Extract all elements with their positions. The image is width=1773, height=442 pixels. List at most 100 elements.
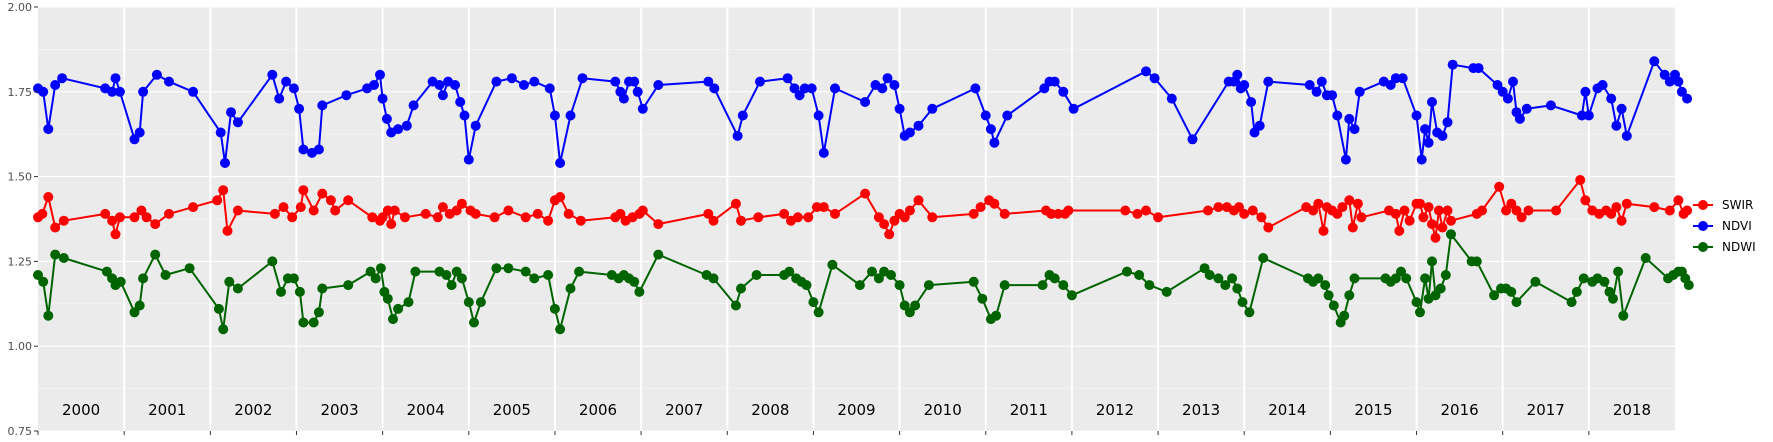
data-point-ndwi bbox=[899, 300, 910, 311]
y-tick-label: 0.75 bbox=[8, 425, 33, 438]
data-point-ndvi bbox=[129, 134, 140, 145]
data-point-ndwi bbox=[1608, 293, 1618, 304]
data-point-ndwi bbox=[730, 300, 741, 311]
data-point-ndwi bbox=[370, 273, 381, 284]
year-label: 2016 bbox=[1441, 401, 1479, 419]
data-point-ndvi bbox=[294, 103, 305, 114]
data-point-ndwi bbox=[1313, 273, 1324, 284]
year-label: 2004 bbox=[407, 401, 445, 419]
data-point-swir bbox=[150, 219, 161, 230]
data-point-swir bbox=[1404, 215, 1415, 226]
data-point-swir bbox=[1437, 222, 1448, 233]
data-point-ndwi bbox=[1435, 283, 1446, 294]
data-point-swir bbox=[968, 208, 979, 219]
year-label: 2000 bbox=[62, 401, 100, 419]
data-point-swir bbox=[470, 208, 481, 219]
data-point-ndwi bbox=[469, 317, 479, 328]
year-labels: 2000 2001 2002 2003 2004 2005 2006 2007 2008 2009… bbox=[62, 401, 1651, 419]
data-point-ndwi bbox=[991, 310, 1002, 321]
data-point-swir bbox=[400, 212, 410, 223]
data-point-ndvi bbox=[904, 127, 915, 138]
data-point-ndvi bbox=[232, 117, 243, 128]
data-point-ndwi bbox=[58, 253, 69, 263]
data-point-swir bbox=[1427, 219, 1437, 230]
data-point-ndwi bbox=[555, 324, 566, 335]
y-tick-label: 1.75 bbox=[8, 86, 33, 99]
data-point-ndwi bbox=[1328, 300, 1339, 311]
data-point-swir bbox=[136, 205, 147, 216]
data-point-ndvi bbox=[1304, 80, 1315, 90]
data-point-ndwi bbox=[923, 280, 934, 291]
data-point-ndwi bbox=[1530, 276, 1541, 287]
data-point-swir bbox=[1399, 205, 1410, 216]
data-point-ndwi bbox=[886, 270, 896, 280]
data-point-swir bbox=[1234, 202, 1244, 213]
data-point-swir bbox=[989, 198, 1000, 209]
data-point-ndvi bbox=[877, 83, 888, 94]
data-point-swir bbox=[1390, 208, 1401, 219]
data-point-ndwi bbox=[503, 263, 514, 274]
y-tick-label: 2.00 bbox=[8, 1, 33, 14]
data-point-swir bbox=[803, 212, 814, 223]
year-label: 2005 bbox=[493, 401, 531, 419]
data-point-ndvi bbox=[1545, 100, 1556, 111]
data-point-ndvi bbox=[1583, 110, 1594, 121]
data-point-ndwi bbox=[873, 273, 884, 284]
data-point-ndwi bbox=[1401, 273, 1412, 284]
data-point-ndwi bbox=[1339, 310, 1350, 321]
data-point-ndvi bbox=[1514, 113, 1525, 124]
data-point-swir bbox=[308, 205, 319, 216]
data-point-ndvi bbox=[313, 144, 324, 155]
data-point-swir bbox=[1506, 198, 1517, 209]
data-point-ndvi bbox=[381, 113, 392, 124]
data-point-ndwi bbox=[1430, 290, 1441, 301]
data-point-swir bbox=[830, 208, 840, 219]
data-point-ndwi bbox=[808, 297, 819, 308]
year-label: 2012 bbox=[1096, 401, 1134, 419]
data-point-swir bbox=[1153, 212, 1164, 223]
data-point-ndwi bbox=[491, 263, 502, 274]
year-label: 2018 bbox=[1613, 401, 1651, 419]
data-point-ndvi bbox=[1423, 137, 1434, 148]
data-point-swir bbox=[437, 202, 448, 213]
data-point-ndwi bbox=[393, 303, 404, 314]
data-point-ndvi bbox=[882, 73, 893, 84]
data-point-swir bbox=[615, 208, 626, 219]
data-point-swir bbox=[50, 222, 61, 233]
data-point-ndwi bbox=[1227, 273, 1238, 284]
data-point-ndvi bbox=[215, 127, 226, 138]
data-point-ndvi bbox=[1673, 76, 1684, 87]
data-point-ndvi bbox=[1606, 93, 1617, 104]
data-point-swir bbox=[1337, 202, 1348, 213]
data-point-swir bbox=[1621, 198, 1632, 209]
data-point-ndwi bbox=[38, 276, 49, 287]
data-point-swir bbox=[1313, 198, 1324, 209]
y-axis: 0.75 1.00 1.25 1.50 1.75 2.00 bbox=[8, 1, 38, 438]
data-point-swir bbox=[1318, 225, 1329, 236]
data-point-ndvi bbox=[43, 124, 54, 135]
data-point-ndvi bbox=[1002, 110, 1013, 121]
data-point-ndwi bbox=[1122, 266, 1132, 277]
data-point-ndwi bbox=[1571, 286, 1582, 297]
data-point-ndvi bbox=[813, 110, 824, 121]
legend-key-point bbox=[1698, 200, 1708, 210]
data-point-ndvi bbox=[789, 83, 800, 94]
data-point-ndwi bbox=[1232, 283, 1243, 294]
data-point-ndwi bbox=[1578, 273, 1589, 284]
data-point-swir bbox=[503, 205, 514, 216]
data-point-swir bbox=[653, 219, 664, 230]
data-point-ndwi bbox=[708, 273, 719, 284]
data-point-ndvi bbox=[134, 127, 145, 138]
data-point-ndvi bbox=[1349, 124, 1360, 135]
data-point-ndvi bbox=[50, 80, 61, 90]
data-point-ndwi bbox=[382, 293, 393, 304]
data-point-swir bbox=[889, 215, 900, 226]
year-label: 2001 bbox=[148, 401, 186, 419]
data-point-ndvi bbox=[1340, 154, 1351, 165]
data-point-swir bbox=[141, 212, 152, 223]
data-point-ndwi bbox=[134, 300, 145, 311]
data-point-ndvi bbox=[107, 86, 118, 97]
data-point-ndwi bbox=[150, 249, 161, 260]
data-point-ndwi bbox=[1683, 280, 1694, 291]
